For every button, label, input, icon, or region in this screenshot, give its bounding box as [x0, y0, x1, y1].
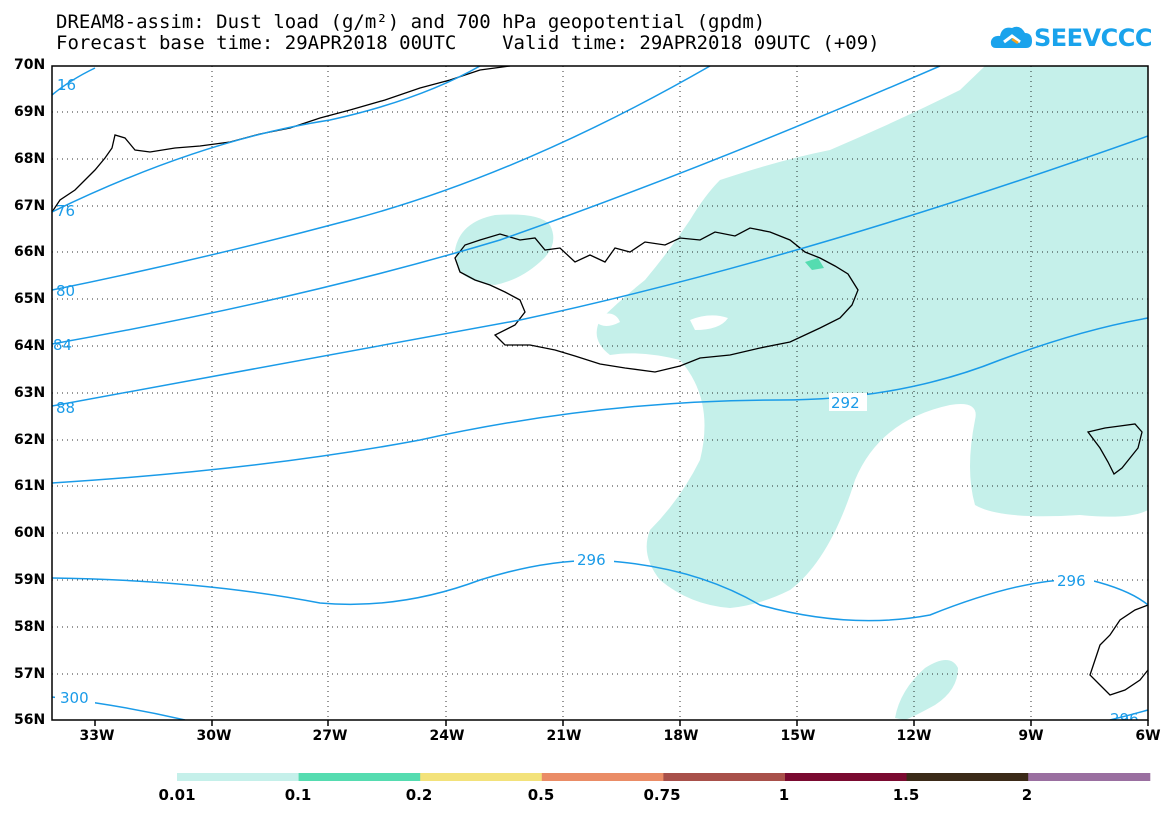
- dust-region-south: [895, 660, 958, 720]
- lon-label: 12W: [896, 728, 932, 744]
- contour-label-280: 80: [56, 282, 75, 300]
- colorbar-label: 2: [1021, 786, 1033, 804]
- lat-label: 64N: [14, 338, 46, 354]
- lat-label: 69N: [14, 104, 46, 120]
- colorbar-label: 0.1: [284, 786, 312, 804]
- coast-iceland: [454, 227, 859, 373]
- logo-text: SEEVCCC: [1034, 24, 1153, 52]
- lon-label: 33W: [79, 728, 115, 744]
- lat-label: 67N: [14, 198, 46, 214]
- contour-label-300: 300: [60, 689, 89, 707]
- dust-region-main: [596, 66, 1148, 608]
- lat-label: 59N: [14, 572, 46, 588]
- lon-label: 27W: [312, 728, 348, 744]
- lat-label: 68N: [14, 151, 46, 167]
- lat-label: 61N: [14, 478, 46, 494]
- dust-hotspot: [805, 258, 824, 270]
- colorbar-swatch: [298, 773, 421, 781]
- contour-label-292: 292: [831, 394, 860, 412]
- contour-label-296-corner: 296: [1110, 710, 1139, 728]
- lon-label: 18W: [663, 728, 699, 744]
- cloud-icon: [990, 26, 1032, 48]
- colorbar-swatch: [177, 773, 300, 781]
- colorbar-swatch: [420, 773, 543, 781]
- lon-label: 15W: [780, 728, 816, 744]
- contour-label-296: 296: [577, 551, 606, 569]
- colorbar-label: 0.75: [643, 786, 681, 804]
- contour-label-288: 88: [56, 399, 75, 417]
- contour-label-296-east: 296: [1057, 572, 1086, 590]
- map-frame: [51, 65, 1149, 721]
- colorbar-swatch: [1028, 773, 1151, 781]
- colorbar-label: 0.5: [527, 786, 555, 804]
- coast-faroe: [1086, 423, 1143, 475]
- dust-gap: [596, 262, 728, 330]
- map-title: DREAM8-assim: Dust load (g/m²) and 700 h…: [56, 11, 766, 33]
- coast-greenland: [52, 66, 511, 213]
- colorbar-label: 0.01: [158, 786, 196, 804]
- lat-label: 60N: [14, 525, 46, 541]
- colorbar-swatch: [541, 773, 664, 781]
- lat-label: 63N: [14, 385, 46, 401]
- dust-region-westfjords: [455, 214, 554, 285]
- graticule: [52, 66, 1148, 720]
- lon-label: 24W: [429, 728, 465, 744]
- geopotential-contours: [52, 66, 1148, 720]
- contour-label-276: 76: [56, 202, 75, 220]
- colorbar-swatch: [663, 773, 786, 781]
- colorbar-swatch: [785, 773, 908, 781]
- lat-label: 62N: [14, 432, 46, 448]
- colorbar: [177, 773, 1151, 781]
- contour-label-16: 16: [57, 76, 76, 94]
- colorbar-label: 1.5: [892, 786, 920, 804]
- lon-label: 21W: [546, 728, 582, 744]
- lat-label: 57N: [14, 666, 46, 682]
- lat-label: 66N: [14, 244, 46, 260]
- colorbar-label: 1: [778, 786, 790, 804]
- lat-label: 58N: [14, 619, 46, 635]
- map-subtitle: Forecast base time: 29APR2018 00UTC Vali…: [56, 32, 880, 54]
- lat-label: 70N: [14, 57, 46, 73]
- coastline: [52, 66, 1148, 696]
- colorbar-label: 0.2: [405, 786, 433, 804]
- lon-label: 9W: [1018, 728, 1044, 744]
- lon-label: 6W: [1135, 728, 1161, 744]
- lat-label: 65N: [14, 291, 46, 307]
- colorbar-swatch: [906, 773, 1029, 781]
- lon-label: 30W: [196, 728, 232, 744]
- coast-scotland: [1089, 604, 1148, 696]
- contour-label-284: 84: [53, 336, 72, 354]
- lat-label: 56N: [14, 712, 46, 728]
